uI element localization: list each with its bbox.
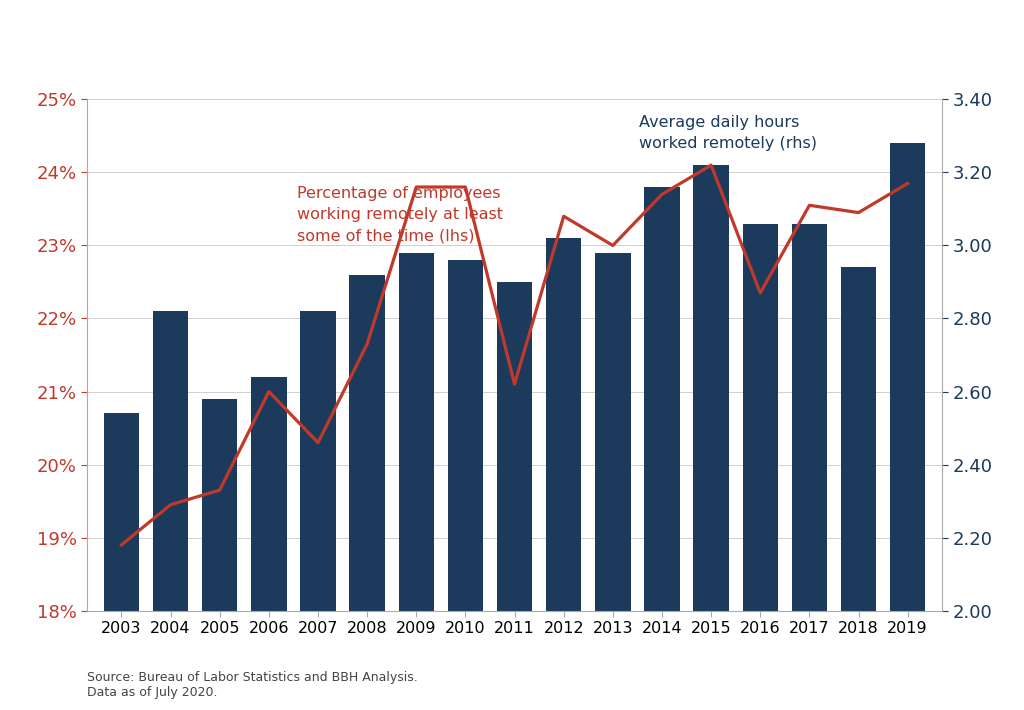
- Text: WORKING REMOTELY IS NOT A NEW THING: WORKING REMOTELY IS NOT A NEW THING: [26, 20, 721, 48]
- Bar: [841, 268, 877, 710]
- Bar: [103, 413, 139, 710]
- Bar: [300, 311, 336, 710]
- Bar: [644, 187, 680, 710]
- Bar: [202, 399, 238, 710]
- Bar: [251, 377, 287, 710]
- Text: Percentage of employees
working remotely at least
some of the time (lhs): Percentage of employees working remotely…: [297, 186, 503, 244]
- Bar: [693, 165, 729, 710]
- Bar: [792, 224, 827, 710]
- Bar: [398, 253, 434, 710]
- Bar: [497, 282, 532, 710]
- Bar: [447, 260, 483, 710]
- Bar: [595, 253, 631, 710]
- Bar: [546, 238, 582, 710]
- Bar: [153, 311, 188, 710]
- Bar: [349, 275, 385, 710]
- Bar: [890, 143, 926, 710]
- Text: Source: Bureau of Labor Statistics and BBH Analysis.
Data as of July 2020.: Source: Bureau of Labor Statistics and B…: [87, 672, 418, 699]
- Text: Average daily hours
worked remotely (rhs): Average daily hours worked remotely (rhs…: [639, 115, 816, 151]
- Bar: [742, 224, 778, 710]
